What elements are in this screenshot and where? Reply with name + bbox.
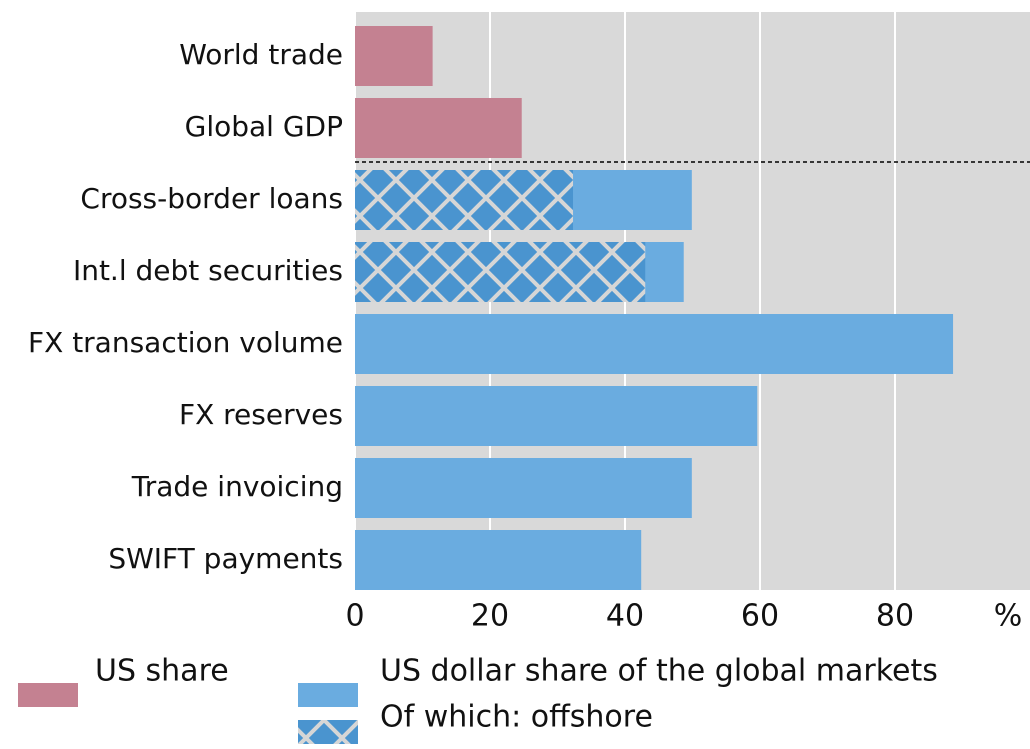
y-tick-label: Int.l debt securities	[73, 254, 343, 287]
bar	[355, 26, 433, 86]
x-tick-label: 80	[876, 599, 914, 634]
bar	[355, 386, 758, 446]
legend-swatch	[298, 720, 358, 744]
legend-label: Of which: offshore	[380, 700, 653, 735]
x-tick-label: 20	[471, 599, 509, 634]
y-tick-label: SWIFT payments	[108, 542, 343, 575]
x-tick-label: 40	[606, 599, 644, 634]
x-tick-label: 0	[345, 599, 364, 634]
y-tick-label: FX transaction volume	[28, 326, 343, 359]
y-tick-label: Cross-border loans	[80, 182, 343, 215]
bar	[355, 458, 692, 518]
bar	[355, 530, 642, 590]
legend-label: US share	[95, 654, 229, 689]
bar	[355, 314, 954, 374]
y-tick-label: Global GDP	[185, 110, 343, 143]
legend-label: US dollar share of the global markets	[380, 654, 938, 689]
bar	[355, 98, 522, 158]
y-tick-label: FX reserves	[179, 398, 343, 431]
y-tick-label: World trade	[179, 38, 343, 71]
x-unit-label: %	[994, 599, 1023, 634]
x-tick-label: 60	[741, 599, 779, 634]
bar	[355, 242, 646, 302]
bar	[355, 170, 574, 230]
y-tick-label: Trade invoicing	[131, 470, 343, 503]
legend-swatch	[18, 683, 78, 707]
legend-swatch	[298, 683, 358, 707]
